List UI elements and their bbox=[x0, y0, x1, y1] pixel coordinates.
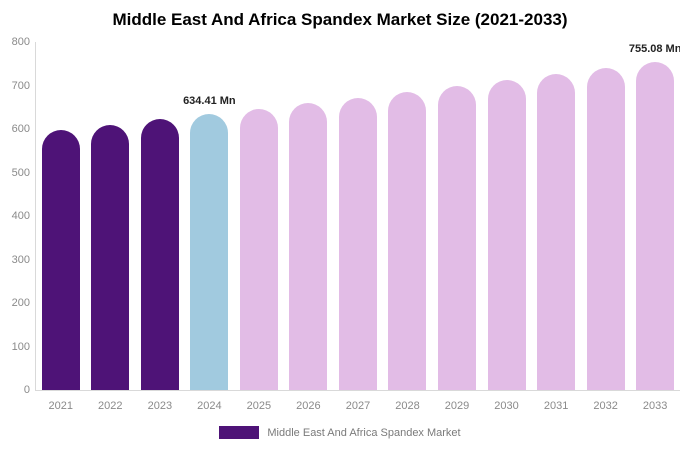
legend-swatch[interactable] bbox=[219, 426, 260, 439]
y-tick-label-300: 300 bbox=[11, 253, 30, 266]
bar-slot-2032: 2032 bbox=[581, 42, 631, 412]
x-axis-label-2025: 2025 bbox=[246, 400, 272, 412]
x-axis-line bbox=[35, 390, 680, 391]
y-tick-label-0: 0 bbox=[23, 384, 30, 396]
bar-2030[interactable] bbox=[487, 80, 526, 390]
bar-slot-2028: 2028 bbox=[383, 42, 433, 412]
x-axis-label-2030: 2030 bbox=[494, 400, 519, 412]
y-tick-label-800: 800 bbox=[11, 36, 30, 48]
x-axis-label-2022: 2022 bbox=[98, 400, 123, 412]
x-axis-label-2021: 2021 bbox=[48, 400, 74, 412]
y-axis-line bbox=[35, 42, 36, 390]
bar-2022[interactable] bbox=[91, 125, 130, 390]
y-tick-label-400: 400 bbox=[11, 210, 30, 222]
y-tick-label-500: 500 bbox=[11, 166, 30, 179]
x-axis-label-2031: 2031 bbox=[543, 400, 569, 412]
bars-area: 2021 2022 2023 634.41 Mn 2024 2025 2026 2027 202… bbox=[36, 42, 680, 412]
x-axis-label-2029: 2029 bbox=[444, 400, 470, 412]
bar-2029[interactable] bbox=[438, 86, 477, 390]
x-axis-label-2023: 2023 bbox=[147, 400, 173, 412]
bar-slot-2029: 2029 bbox=[432, 42, 482, 412]
bar-slot-2025: 2025 bbox=[234, 42, 284, 412]
bar-value-label-2024: 634.41 Mn bbox=[183, 95, 236, 107]
bar-slot-2027: 2027 bbox=[333, 42, 383, 412]
bar-2033[interactable] bbox=[636, 62, 675, 390]
bar-slot-2021: 2021 bbox=[36, 42, 86, 412]
bar-slot-2030: 2030 bbox=[482, 42, 532, 412]
x-axis-label-2027: 2027 bbox=[345, 400, 371, 412]
bar-slot-2023: 2023 bbox=[135, 42, 185, 412]
bar-2028[interactable] bbox=[388, 92, 427, 390]
x-axis-label-2032: 2032 bbox=[593, 400, 618, 412]
bar-slot-2022: 2022 bbox=[86, 42, 136, 412]
x-axis-label-2028: 2028 bbox=[395, 400, 420, 412]
bar-slot-2024: 634.41 Mn 2024 bbox=[183, 42, 236, 412]
bar-2032[interactable] bbox=[586, 68, 625, 390]
y-tick-label-200: 200 bbox=[11, 297, 30, 309]
bar-slot-2033: 755.08 Mn 2033 bbox=[628, 42, 680, 412]
x-axis-label-2024: 2024 bbox=[197, 400, 222, 412]
x-axis-label-2026: 2026 bbox=[296, 400, 321, 412]
y-tick-label-600: 600 bbox=[11, 123, 30, 135]
chart-title: Middle East And Africa Spandex Market Si… bbox=[112, 10, 568, 29]
bar-2027[interactable] bbox=[338, 98, 377, 390]
bar-2031[interactable] bbox=[537, 74, 576, 390]
legend: Middle East And Africa Spandex Market bbox=[0, 426, 680, 439]
bar-slot-2026: 2026 bbox=[284, 42, 334, 412]
y-tick-label-100: 100 bbox=[11, 340, 30, 353]
x-axis-label-2033: 2033 bbox=[642, 400, 668, 412]
bar-2023[interactable] bbox=[140, 119, 179, 390]
legend-label[interactable]: Middle East And Africa Spandex Market bbox=[267, 426, 461, 439]
bar-slot-2031: 2031 bbox=[531, 42, 581, 412]
bar-2026[interactable] bbox=[289, 103, 328, 390]
bar-2025[interactable] bbox=[239, 109, 278, 390]
bar-value-label-2033: 755.08 Mn bbox=[628, 43, 680, 55]
bar-2021[interactable] bbox=[41, 130, 80, 390]
bar-2024[interactable] bbox=[190, 114, 229, 390]
y-tick-label-700: 700 bbox=[11, 79, 30, 92]
